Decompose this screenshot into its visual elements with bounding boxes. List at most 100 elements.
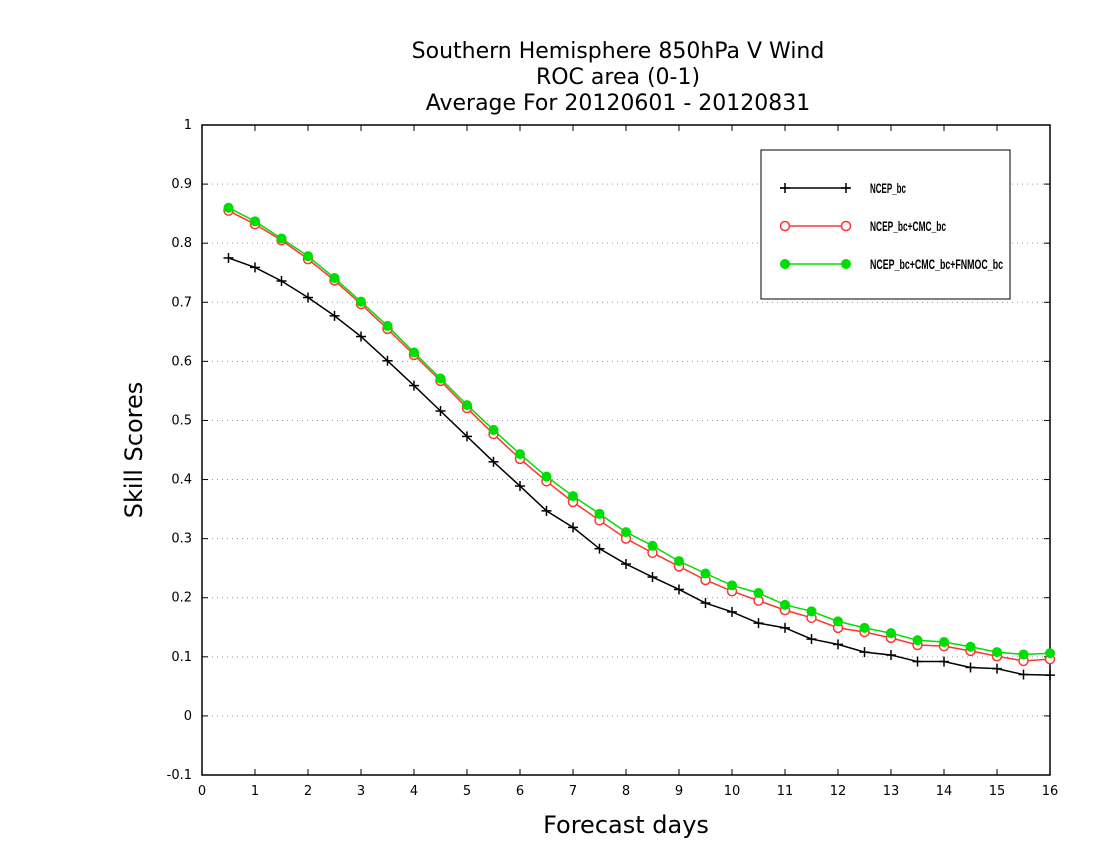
- x-tick-label: 13: [883, 784, 900, 799]
- data-point: [329, 310, 340, 321]
- legend-item: NCEP_bc: [780, 180, 906, 196]
- x-tick-label: 6: [516, 784, 524, 799]
- legend-marker: [779, 220, 791, 232]
- data-point: [780, 622, 790, 633]
- data-point: [859, 622, 870, 633]
- x-tick-label: 10: [724, 784, 741, 799]
- legend-marker: [780, 183, 790, 193]
- data-point: [753, 618, 764, 629]
- legend-label: NCEP_bc: [870, 180, 906, 196]
- x-tick-label: 2: [304, 784, 312, 799]
- data-point: [250, 216, 260, 227]
- data-point: [356, 331, 366, 342]
- data-point: [674, 556, 684, 567]
- data-point: [912, 635, 923, 646]
- data-point: [594, 508, 605, 519]
- y-tick-label: 0.1: [171, 650, 192, 665]
- y-tick-label: 0.7: [171, 295, 192, 310]
- data-point: [568, 522, 578, 533]
- legend-label: NCEP_bc+CMC_bc+FNMOC_bc: [870, 256, 1003, 272]
- y-tick-label: 0.2: [171, 591, 192, 606]
- data-point: [886, 650, 896, 661]
- data-point: [409, 380, 419, 391]
- x-tick-label: 0: [198, 784, 206, 799]
- data-point: [727, 580, 737, 591]
- data-point: [647, 540, 658, 551]
- x-tick-label: 1: [251, 784, 259, 799]
- data-point: [462, 400, 472, 411]
- legend-marker: [780, 259, 790, 269]
- y-axis-ticks: -0.1 0 0.1 0.2 0.3 0.4 0.5 0.6 0.7 0.8 0.9 1: [167, 118, 1050, 783]
- data-point: [992, 647, 1002, 658]
- chart-title-line-2: ROC area (0-1): [536, 65, 700, 90]
- data-point: [515, 481, 525, 492]
- data-point: [223, 252, 234, 263]
- x-tick-label: 12: [830, 784, 847, 799]
- data-point: [1045, 648, 1055, 659]
- legend-item: NCEP_bc+CMC_bc: [779, 218, 946, 234]
- data-point: [621, 559, 631, 570]
- data-point: [912, 656, 923, 667]
- x-axis-label: Forecast days: [543, 811, 709, 839]
- data-point: [1018, 669, 1029, 680]
- chart-title-line-3: Average For 20120601 - 20120831: [426, 91, 811, 116]
- data-point: [435, 373, 446, 384]
- y-tick-label: 0: [184, 709, 192, 724]
- y-tick-label: 0.9: [171, 177, 192, 192]
- x-tick-label: 15: [989, 784, 1006, 799]
- data-point: [223, 202, 234, 213]
- data-point: [727, 606, 737, 617]
- y-tick-label: 0.8: [171, 236, 192, 251]
- data-point: [939, 656, 949, 667]
- data-point: [965, 641, 976, 652]
- x-tick-label: 11: [777, 784, 794, 799]
- data-point: [806, 606, 817, 617]
- data-point: [700, 598, 711, 609]
- data-point: [833, 639, 843, 650]
- data-point: [700, 568, 711, 579]
- legend-box: [760, 149, 1011, 300]
- data-point: [1018, 649, 1029, 660]
- data-point: [382, 320, 393, 331]
- data-point: [806, 634, 817, 645]
- data-point: [462, 431, 472, 442]
- legend-marker: [841, 183, 851, 193]
- data-point: [992, 663, 1002, 674]
- data-point: [859, 647, 870, 658]
- data-point: [329, 273, 340, 284]
- data-point: [1045, 670, 1055, 681]
- x-tick-label: 3: [357, 784, 365, 799]
- chart-title-line-1: Southern Hemisphere 850hPa V Wind: [412, 39, 825, 64]
- data-point: [780, 599, 790, 610]
- y-tick-label: -0.1: [167, 768, 192, 783]
- x-tick-label: 5: [463, 784, 471, 799]
- data-point: [833, 616, 843, 627]
- data-point: [541, 471, 552, 482]
- x-tick-label: 7: [569, 784, 577, 799]
- series-NCEP_bc+CMC_bc+FNMOC_bc: [223, 202, 1055, 660]
- x-tick-label: 8: [622, 784, 630, 799]
- series-NCEP_bc: [223, 252, 1055, 681]
- legend-item: NCEP_bc+CMC_bc+FNMOC_bc: [780, 256, 1003, 272]
- x-axis-ticks: 0 1 2 3 4 5 6 7 8 9 10 11 12 13 14 15 16: [198, 125, 1058, 799]
- y-tick-label: 1: [184, 118, 192, 133]
- data-point: [303, 292, 313, 303]
- data-point: [276, 276, 287, 286]
- data-point: [753, 588, 764, 598]
- data-point: [647, 572, 658, 583]
- series-line: [228, 257, 1051, 676]
- data-point: [594, 543, 605, 554]
- data-point: [939, 637, 949, 648]
- data-point: [303, 251, 313, 262]
- y-tick-label: 0.3: [171, 532, 192, 547]
- data-point: [488, 424, 499, 435]
- data-point: [568, 491, 578, 502]
- data-point: [965, 662, 976, 673]
- y-axis-label: Skill Scores: [120, 382, 148, 519]
- legend-marker: [841, 259, 851, 269]
- legend: NCEP_bc NCEP_bc+CMC_bc NCEP_bc+CMC_bc+FNMO…: [760, 149, 1011, 300]
- data-point: [250, 262, 260, 273]
- y-tick-label: 0.5: [171, 413, 192, 428]
